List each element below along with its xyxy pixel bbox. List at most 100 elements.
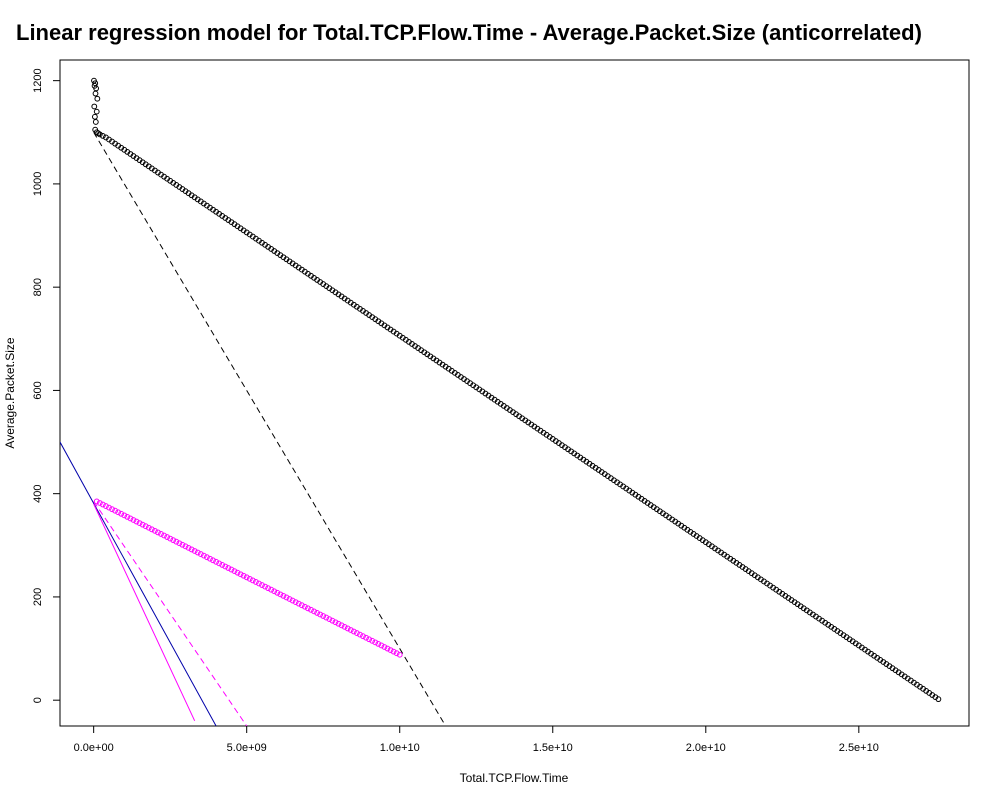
chart-title: Linear regression model for Total.TCP.Fl… [16, 20, 922, 45]
data-point [311, 608, 317, 615]
data-point [286, 596, 293, 602]
data-point [106, 504, 112, 511]
data-point [94, 95, 101, 102]
data-point [158, 531, 164, 537]
data-point [256, 580, 262, 587]
plot-frame [59, 59, 970, 727]
data-point [274, 589, 281, 596]
data-point [170, 537, 177, 544]
data-point [268, 586, 275, 593]
data-point [249, 577, 256, 584]
x-tick-label: 2.0e+10 [686, 742, 726, 754]
regression-line-2 [60, 441, 217, 726]
regression-line-3 [93, 503, 196, 722]
data-point [344, 625, 351, 632]
data-point [375, 641, 382, 647]
y-tick-label: 1000 [32, 172, 44, 196]
data-point [234, 569, 241, 576]
data-point [197, 551, 204, 557]
data-point [109, 506, 115, 513]
data-point [271, 588, 278, 595]
data-point [381, 644, 388, 650]
data-point [353, 630, 360, 636]
data-point [240, 572, 247, 579]
data-point [338, 622, 345, 629]
y-tick-label: 0 [32, 697, 44, 703]
data-point [314, 610, 320, 616]
data-point [173, 538, 180, 545]
data-point [332, 619, 339, 626]
data-point [393, 650, 400, 657]
data-point [200, 552, 207, 559]
data-point [121, 512, 128, 519]
data-point [142, 523, 149, 530]
data-point [204, 554, 210, 561]
data-point [298, 602, 305, 609]
data-point [341, 623, 348, 630]
data-point [357, 631, 363, 638]
data-point [280, 592, 287, 599]
y-axis: 0 200 400 600 800 1000 1200 [32, 68, 61, 703]
data-point [323, 614, 330, 621]
data-point [295, 600, 302, 607]
plot-area [60, 77, 942, 726]
data-point [185, 544, 192, 551]
data-point [96, 500, 103, 506]
data-point [237, 571, 244, 578]
data-point [188, 546, 195, 553]
data-point [164, 534, 171, 540]
data-point [283, 594, 290, 601]
data-point [93, 108, 100, 115]
data-point [246, 575, 253, 582]
regression-lines [60, 132, 447, 726]
data-point [384, 645, 391, 652]
data-point [350, 628, 357, 635]
data-point [133, 518, 140, 525]
data-point [326, 616, 333, 623]
y-tick-label: 600 [32, 381, 44, 399]
data-point [91, 113, 98, 120]
data-point [179, 541, 186, 548]
data-point [151, 527, 158, 534]
data-point [243, 574, 250, 581]
regression-line-1 [93, 132, 447, 726]
x-tick-label: 5.0e+09 [227, 742, 267, 754]
x-axis-title: Total.TCP.Flow.Time [460, 771, 569, 785]
data-point [92, 119, 99, 125]
data-point [210, 557, 216, 564]
x-tick-label: 2.5e+10 [839, 742, 879, 754]
data-point [145, 524, 152, 531]
data-point [91, 103, 98, 110]
y-tick-label: 800 [32, 278, 44, 296]
data-point [124, 514, 131, 520]
data-point [194, 549, 201, 556]
data-point [115, 509, 122, 516]
data-point [265, 585, 272, 592]
data-point [387, 647, 394, 654]
data-point [396, 651, 403, 658]
data-point [347, 627, 354, 633]
data-point [216, 560, 223, 567]
data-point [182, 543, 189, 550]
data-point [99, 501, 106, 508]
data-point [378, 642, 385, 649]
y-tick-label: 200 [32, 588, 44, 606]
data-point [320, 613, 327, 619]
data-point [139, 521, 146, 528]
data-point [161, 532, 167, 539]
data-point [301, 603, 308, 610]
x-tick-label: 0.0e+00 [74, 742, 114, 754]
regression-line-4 [93, 501, 248, 726]
data-point [167, 535, 174, 542]
data-point [207, 555, 213, 562]
data-point [363, 634, 369, 641]
data-point [372, 639, 379, 646]
data-point [366, 636, 373, 643]
y-tick-label: 400 [32, 484, 44, 502]
data-point [262, 583, 268, 590]
data-point [222, 563, 229, 570]
data-point [317, 611, 324, 618]
data-point [92, 90, 99, 97]
data-point [176, 540, 183, 547]
data-point [305, 605, 311, 612]
